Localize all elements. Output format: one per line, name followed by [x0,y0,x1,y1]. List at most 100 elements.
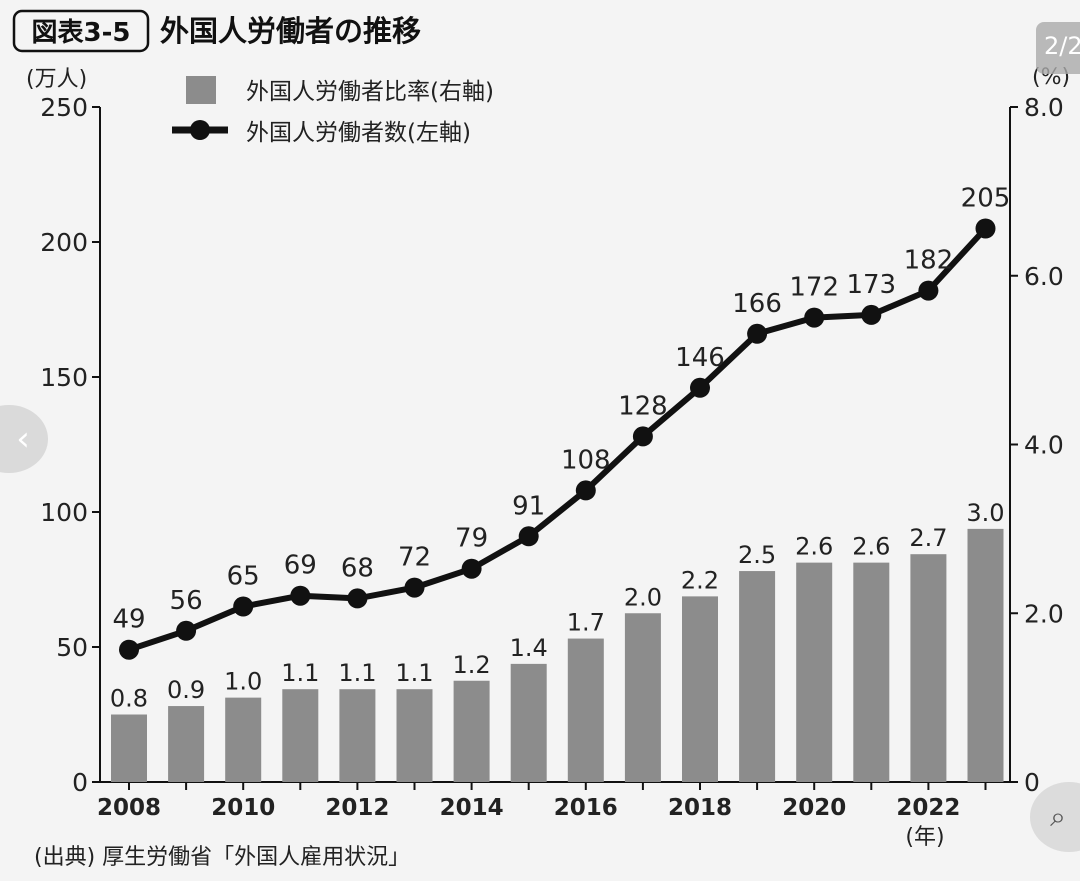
right-tick-label: 4.0 [1024,431,1064,460]
line-series [119,218,996,660]
bar-mark [282,689,319,782]
page-counter: 2/2 [1036,22,1080,74]
right-tick-label: 8.0 [1024,93,1064,122]
legend-line-label: 外国人労働者数(左軸) [246,120,471,146]
x-tick-label: 2022 [896,795,960,821]
line-point [632,426,653,447]
line-point [861,304,882,325]
line-point [575,480,596,501]
x-tick-label: 2012 [325,795,389,821]
x-tick-label: 2010 [211,795,275,821]
x-axis-unit: (年) [905,825,944,850]
left-tick-label: 200 [40,228,88,257]
line-value-label: 69 [284,551,317,581]
bar-value-label: 1.2 [453,651,491,679]
bar-mark [168,706,205,782]
x-tick-label: 2014 [440,795,504,821]
bar-mark [910,554,947,782]
x-tick-label: 2018 [668,795,732,821]
left-tick-label: 0 [72,768,88,797]
source-note: (出典) 厚生労働省「外国人雇用状況」 [34,845,410,870]
bar-value-label: 3.0 [966,499,1004,527]
bar-mark [796,562,833,782]
bar-value-label: 1.7 [567,609,605,637]
bar-mark [682,596,718,782]
left-axis-unit: (万人) [26,67,87,92]
x-tick-label: 2008 [97,795,161,821]
bar-value-label: 2.0 [624,583,662,611]
line-point [690,377,710,398]
line-point [233,596,254,617]
line-value-label: 182 [904,246,954,276]
line-value-label: 49 [112,605,145,635]
line-point [518,526,539,547]
right-tick-label: 6.0 [1024,262,1064,291]
line-point [975,218,996,239]
line-point [461,558,482,579]
line-point [747,323,768,344]
left-tick-label: 150 [40,363,88,392]
bar-value-label: 2.7 [909,524,947,552]
line-point [176,620,197,641]
line-value-label: 172 [789,273,839,303]
bar-mark [225,697,262,782]
line-value-label: 146 [675,343,725,373]
bar-mark [339,689,376,782]
bar-value-label: 1.1 [338,659,376,687]
bar-value-label: 2.6 [852,533,890,561]
chart-header: 図表3-5 外国人労働者の推移 [12,9,421,53]
figure-badge-box [12,9,150,53]
bar-value-label: 2.6 [795,533,833,561]
line-value-label: 91 [512,491,545,521]
line-point [804,307,825,328]
bar-mark [111,714,147,782]
line-value-label: 72 [398,543,431,573]
line-point [347,588,368,609]
legend-line-marker [190,120,210,140]
bar-mark [967,528,1004,782]
line-value-label: 128 [618,391,668,421]
line-value-label: 68 [341,553,374,583]
line-path [128,226,988,653]
bar-mark [510,663,547,782]
line-value-label: 205 [961,184,1011,214]
line-value-label: 65 [227,562,260,592]
left-tick-label: 250 [40,93,88,122]
bar-mark [396,689,433,782]
line-value-label: 56 [170,586,203,616]
x-tick-label: 2016 [554,795,618,821]
figure-badge: 図表3-5 [32,18,131,48]
chart-title: 外国人労働者の推移 [160,14,421,48]
data-labels: 0.8 0.9 1.0 1.1 1.1 1.1 1.2 1.4 1.7 2.0 2.2 2.5 2.6 2… [110,184,1010,713]
left-tick-label: 100 [40,498,88,527]
bar-value-label: 1.0 [224,668,262,696]
right-tick-label: 0 [1024,768,1040,797]
legend: 外国人労働者比率(右軸) 外国人労働者数(左軸) [172,76,494,146]
bar-mark [567,638,604,782]
bar-value-label: 1.4 [510,634,548,662]
left-tick-label: 50 [56,633,88,662]
line-point [290,585,311,606]
line-value-label: 173 [846,270,896,300]
bar-value-label: 2.2 [681,566,719,594]
axes: 0 50 100 150 200 250 0 2.0 4.0 6.0 8.0 2008 2010 2012… [40,93,1063,821]
line-value-label: 166 [732,289,782,319]
line-point [119,639,139,660]
line-point [404,577,425,598]
legend-bar-swatch [186,76,216,104]
line-point [918,280,939,301]
legend-bar-label: 外国人労働者比率(右軸) [246,79,494,105]
bar-value-label: 1.1 [395,659,433,687]
bar-value-label: 0.9 [167,676,205,704]
bar-mark [853,562,890,782]
bar-series [111,528,1004,782]
x-tick-label: 2020 [782,795,846,821]
line-value-label: 108 [561,445,611,475]
line-value-label: 79 [455,524,488,554]
right-tick-label: 2.0 [1024,599,1064,628]
bar-value-label: 0.8 [110,685,148,713]
bar-value-label: 2.5 [738,541,776,569]
bar-mark [453,680,490,782]
bar-value-label: 1.1 [281,659,319,687]
